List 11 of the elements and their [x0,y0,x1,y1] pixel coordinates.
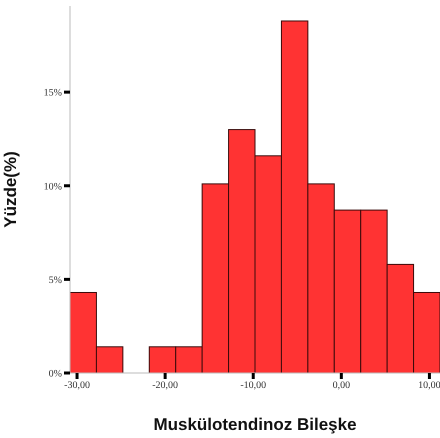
x-tick-label: 10,00 [418,380,440,392]
x-tick-label: -20,00 [152,380,178,392]
x-tick-label: -30,00 [64,380,90,392]
x-tick-label: -10,00 [240,380,266,392]
x-tick-label: 0,00 [332,380,350,392]
y-tick-label: 10% [44,181,62,192]
y-tick-label: 5% [48,274,62,286]
y-tick-label: 15% [44,88,62,99]
x-axis-title: Muskülotendinoz Bileşke [153,415,357,434]
y-axis-title: Yüzde(%) [1,151,20,228]
y-tick-label: 0% [48,368,62,380]
